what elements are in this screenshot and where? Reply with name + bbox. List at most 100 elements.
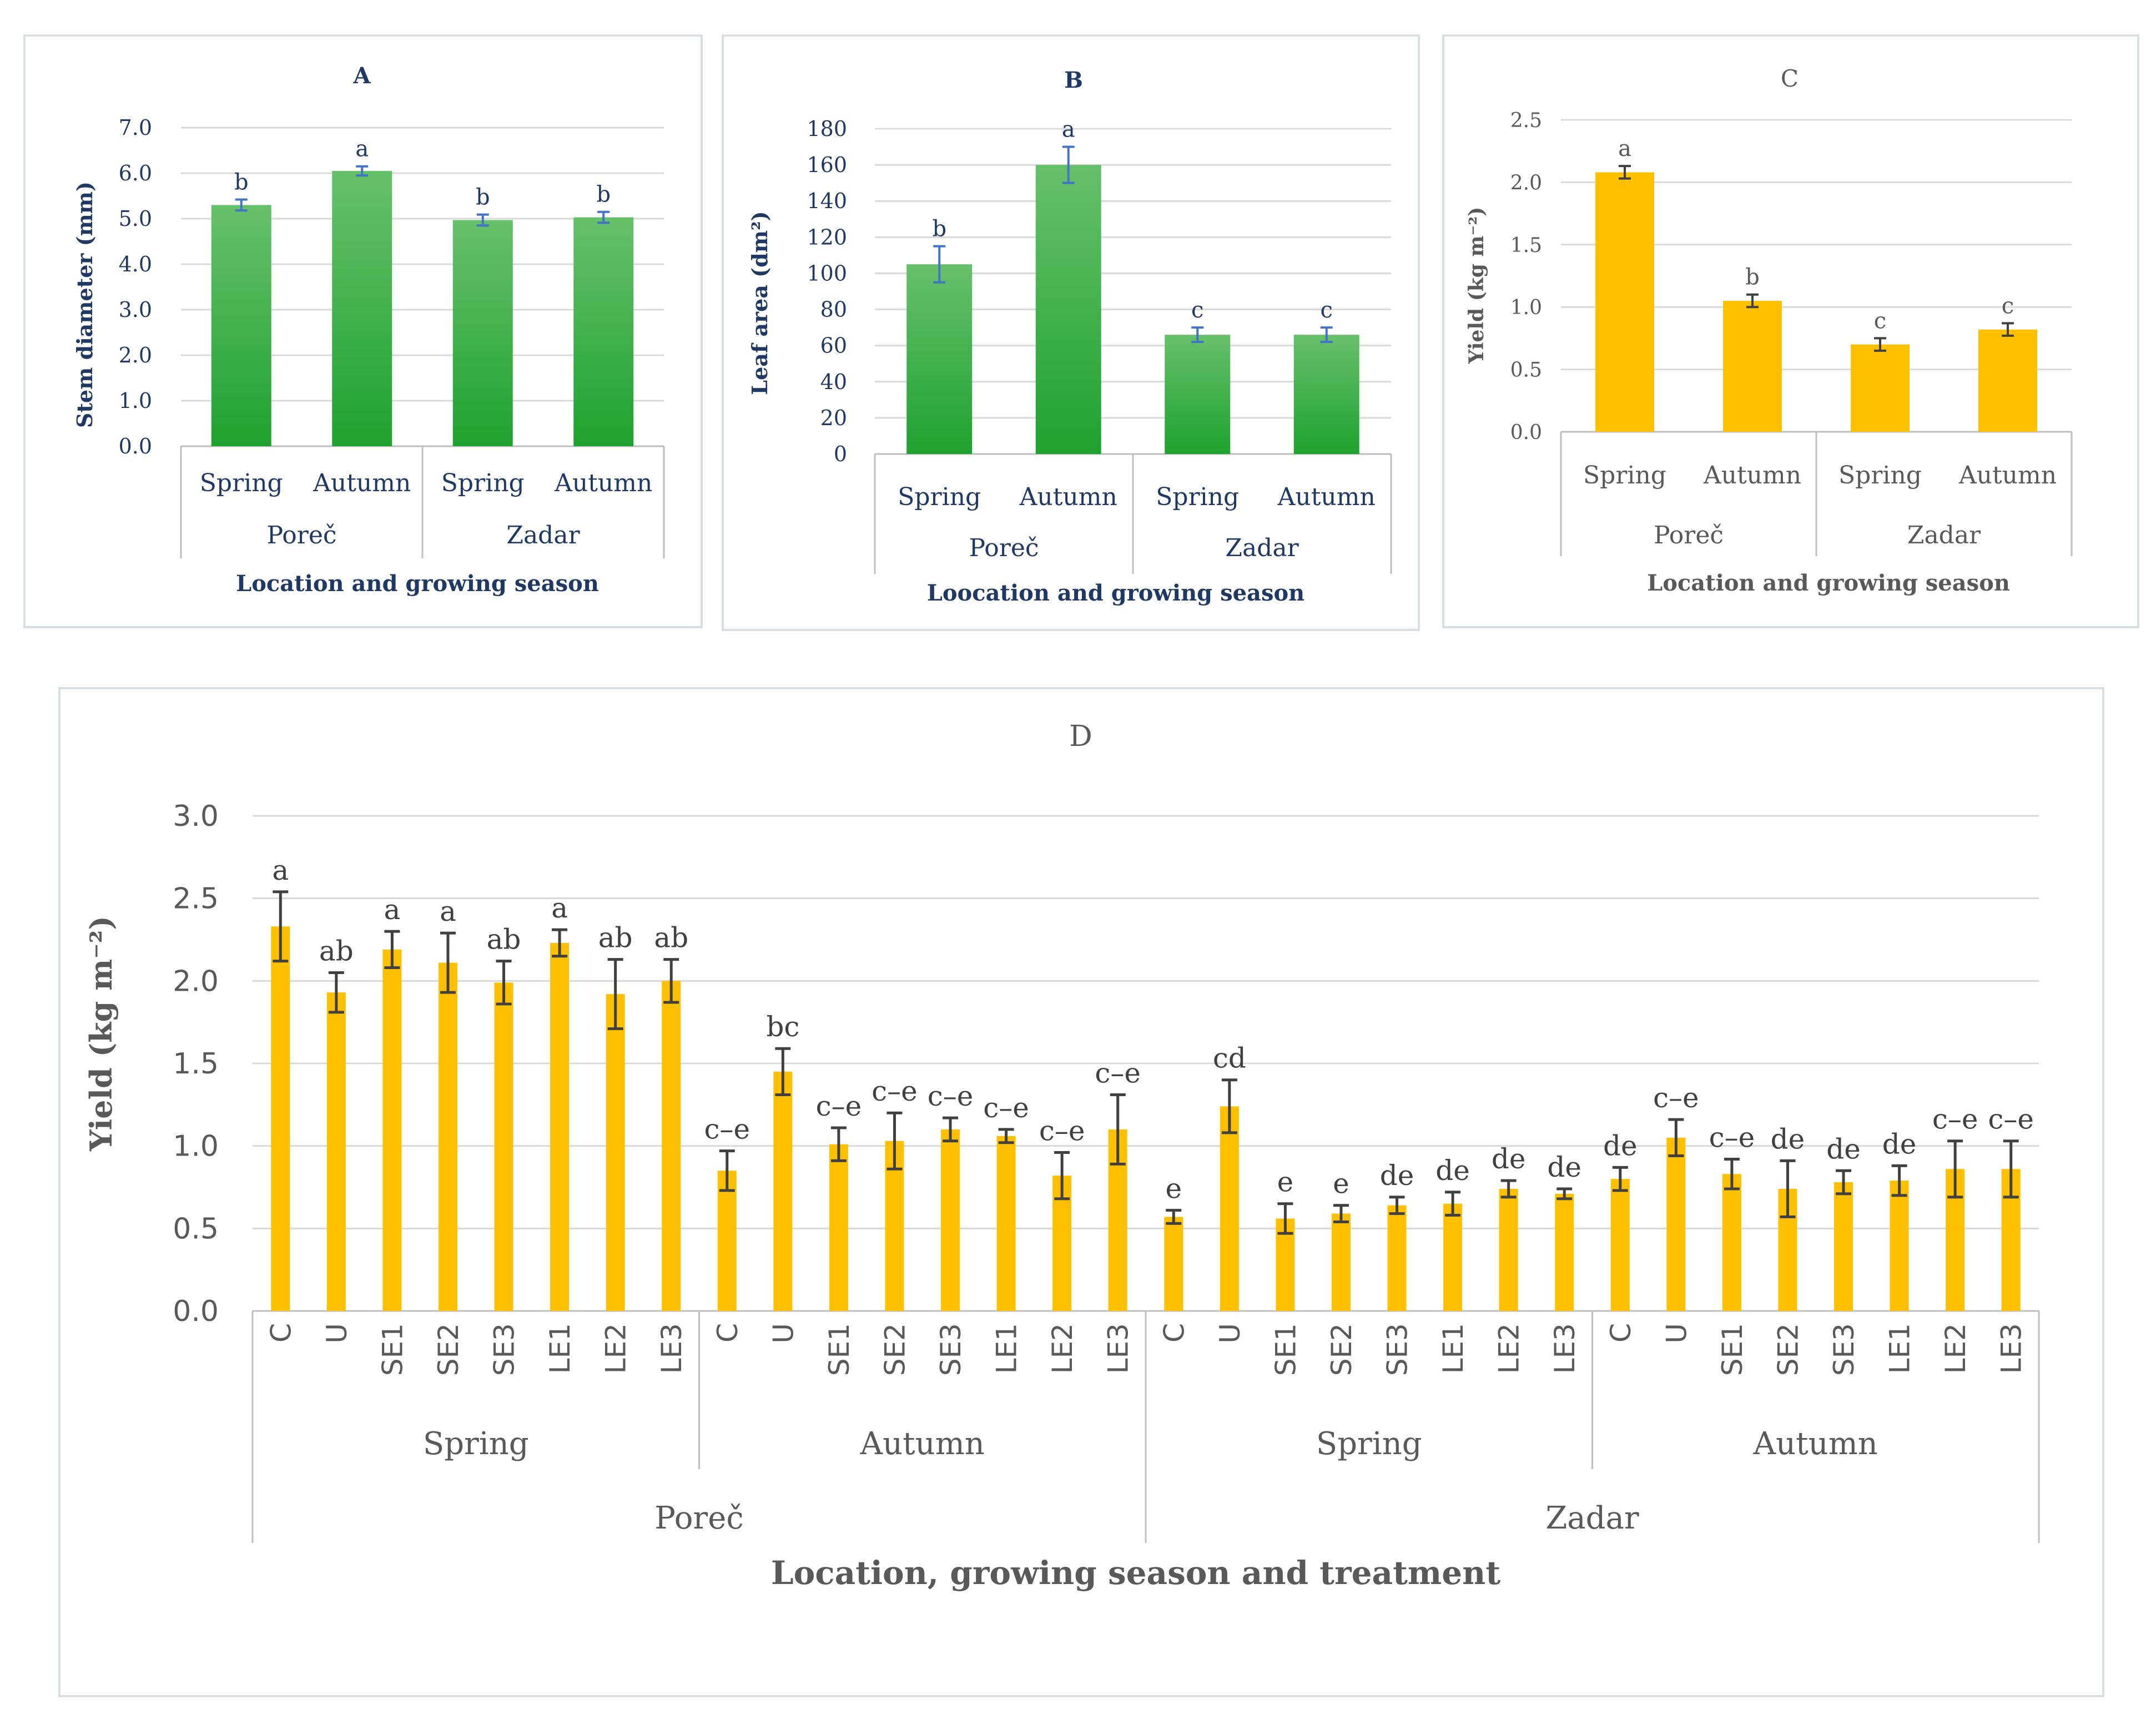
chart-d-bar <box>271 926 290 1311</box>
chart-a-title: A <box>352 63 371 89</box>
chart-d-treatment-label: LE1 <box>991 1323 1023 1374</box>
chart-d-treatment-label: SE2 <box>1772 1323 1804 1376</box>
chart-d-letter-label: c–e <box>1095 1057 1141 1089</box>
chart-b-ytick: 100 <box>807 261 847 285</box>
chart-c-ytick: 2.5 <box>1510 109 1542 132</box>
chart-d-letter-label: de <box>1547 1151 1581 1183</box>
chart-d-location-label: Zadar <box>1545 1500 1639 1536</box>
chart-d-bar <box>1443 1203 1463 1311</box>
chart-c-svg: C Yield (kg m⁻²) Location and growing se… <box>1465 65 2073 596</box>
chart-d-bar <box>326 992 346 1311</box>
chart-a-letter-label: b <box>476 185 490 210</box>
chart-a-season-label: Spring <box>200 469 283 497</box>
chart-d-treatment-label: LE3 <box>1549 1323 1581 1374</box>
chart-d-ytick: 0.5 <box>173 1212 219 1245</box>
chart-d-letter-label: de <box>1435 1154 1470 1187</box>
chart-d-letter-label: a <box>272 854 289 886</box>
chart-c-season-label: Autumn <box>1958 461 2057 490</box>
chart-c-ytick: 0.5 <box>1510 359 1542 382</box>
chart-b-season-label: Spring <box>898 483 981 511</box>
chart-d-letter-label: a <box>384 894 401 926</box>
chart-d-letter-label: c–e <box>1653 1082 1699 1114</box>
chart-d-letter-label: e <box>1333 1168 1349 1200</box>
chart-d-bar <box>1499 1188 1518 1311</box>
panel-b: B Leaf area (dm²) Loocation and growing … <box>722 34 1420 631</box>
chart-d-bar <box>606 994 625 1311</box>
chart-d-treatment-label: U <box>1660 1323 1692 1344</box>
chart-d-bar <box>438 962 457 1311</box>
chart-a-season-label: Autumn <box>313 469 411 497</box>
chart-d-letter-label: de <box>1882 1128 1917 1160</box>
chart-d-title: D <box>1069 720 1092 753</box>
chart-d-treatment-label: U <box>1214 1323 1246 1344</box>
chart-d-bar <box>1555 1193 1574 1311</box>
chart-d-svg: D Yield (kg m⁻²) Location, growing seaso… <box>83 720 2040 1592</box>
panel-d: D Yield (kg m⁻²) Location, growing seaso… <box>58 687 2104 1697</box>
chart-c-season-label: Spring <box>1838 461 1922 490</box>
chart-d-treatment-label: LE1 <box>1884 1323 1916 1374</box>
chart-d-letter-label: c–e <box>983 1092 1029 1124</box>
chart-b-ytick: 80 <box>820 297 847 322</box>
chart-d-bar <box>1610 1179 1630 1311</box>
chart-d-bar <box>494 982 513 1311</box>
chart-d-ytick: 1.5 <box>173 1047 219 1081</box>
chart-d-treatment-label: U <box>767 1323 799 1344</box>
chart-b-letter-label: c <box>1191 297 1203 323</box>
chart-d-treatment-label: SE1 <box>376 1323 409 1376</box>
chart-b-season-label: Spring <box>1156 483 1239 511</box>
chart-d-bar <box>382 949 402 1311</box>
chart-b-ylabel: Leaf area (dm²) <box>747 211 772 395</box>
chart-d-bar <box>1666 1137 1686 1311</box>
chart-a-ytick: 1.0 <box>119 389 152 413</box>
chart-d-letter-label: de <box>1771 1123 1805 1155</box>
chart-a-svg: A Stem diameter (mm) Location and growin… <box>72 63 665 597</box>
chart-a-ytick: 7.0 <box>119 115 152 140</box>
chart-d-treatment-label: LE2 <box>600 1323 632 1374</box>
chart-d-letter-label: e <box>1277 1166 1294 1198</box>
chart-d-letter-label: ab <box>319 935 354 967</box>
chart-d-treatment-label: C <box>265 1323 297 1343</box>
chart-b-ytick: 140 <box>807 189 847 213</box>
chart-c-ylabel: Yield (kg m⁻²) <box>1465 207 1488 365</box>
chart-d-letter-label: c–e <box>1709 1121 1755 1153</box>
chart-b-bar <box>906 264 973 454</box>
chart-b-letter-label: a <box>1062 117 1075 143</box>
chart-d-letter-label: c–e <box>928 1080 974 1112</box>
chart-b-ytick: 160 <box>807 153 847 177</box>
chart-a-location-label: Poreč <box>266 521 336 549</box>
chart-c-ytick: 0.0 <box>1510 421 1542 444</box>
chart-d-treatment-label: SE3 <box>935 1323 967 1376</box>
chart-d-ytick: 1.0 <box>173 1130 219 1163</box>
chart-a-bar <box>573 217 634 446</box>
chart-d-treatment-label: SE1 <box>1716 1323 1749 1376</box>
chart-d-letter-label: c–e <box>1039 1115 1085 1147</box>
chart-d-letter-label: e <box>1165 1173 1182 1205</box>
chart-c-letter-label: a <box>1618 136 1631 162</box>
chart-d-letter-label: c–e <box>1932 1103 1978 1136</box>
chart-a-bar <box>332 170 392 446</box>
chart-b-letter-label: c <box>1321 297 1333 323</box>
chart-d-bar <box>829 1144 848 1311</box>
chart-c-letter-label: c <box>2002 293 2014 319</box>
chart-d-treatment-label: LE2 <box>1046 1323 1079 1374</box>
chart-d-treatment-label: SE3 <box>488 1323 521 1376</box>
chart-d-bar <box>773 1071 793 1311</box>
chart-d-treatment-label: SE2 <box>432 1323 465 1376</box>
chart-c-letter-label: c <box>1874 308 1886 334</box>
chart-d-letter-label: c–e <box>816 1090 862 1122</box>
chart-d-letter-label: c–e <box>1988 1103 2034 1136</box>
chart-c-bar <box>1851 344 1910 432</box>
chart-d-treatment-label: LE3 <box>1102 1323 1135 1374</box>
chart-b-letter-label: b <box>932 216 946 242</box>
chart-d-letter-label: de <box>1380 1159 1414 1192</box>
chart-d-treatment-label: C <box>1158 1323 1190 1343</box>
chart-d-letter-label: a <box>440 895 456 927</box>
chart-d-treatment-label: C <box>712 1323 744 1343</box>
chart-d-bar <box>1331 1213 1351 1311</box>
chart-d-ytick: 3.0 <box>173 800 219 833</box>
chart-b-season-label: Autumn <box>1019 483 1117 511</box>
chart-b-bar <box>1293 335 1359 454</box>
chart-a-ytick: 4.0 <box>119 252 152 276</box>
chart-d-ytick: 2.0 <box>173 965 219 998</box>
chart-d-letter-label: a <box>551 892 568 924</box>
